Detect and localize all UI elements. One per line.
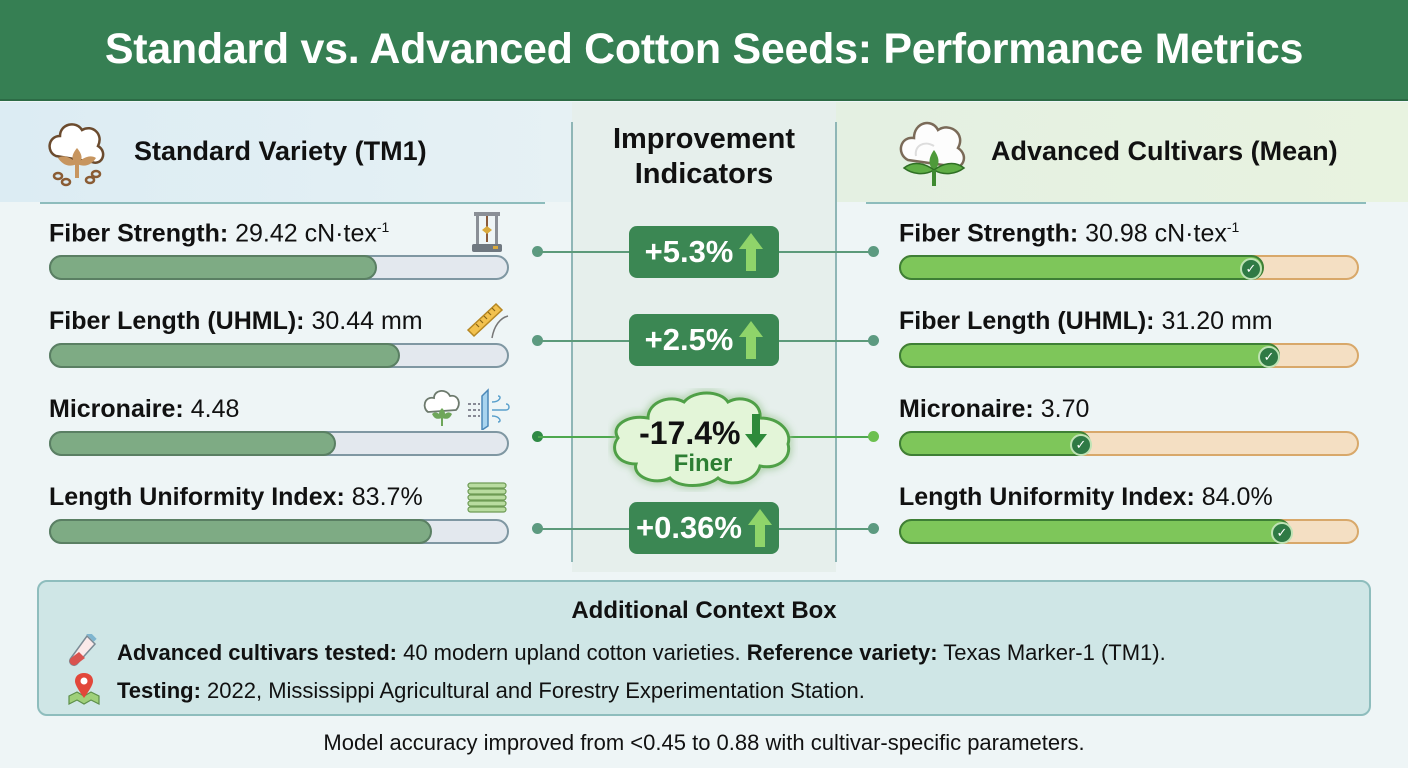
connector-dot bbox=[868, 523, 879, 534]
standard-length-bar bbox=[49, 343, 509, 368]
metric-value: 29.42 cN·tex bbox=[235, 219, 377, 248]
ruler-fiber-icon bbox=[466, 300, 510, 345]
context-line-cultivars: Advanced cultivars tested: 40 modern upl… bbox=[117, 640, 1166, 666]
test-tube-icon bbox=[67, 630, 97, 673]
bar-fill bbox=[899, 343, 1280, 368]
advanced-micronaire-bar: ✓ bbox=[899, 431, 1359, 456]
micronaire-cloud-badge bbox=[613, 391, 791, 487]
advanced-heading: Advanced Cultivars (Mean) bbox=[991, 136, 1338, 166]
title-banner: Standard vs. Advanced Cotton Seeds: Perf… bbox=[0, 0, 1408, 101]
bar-fill bbox=[49, 431, 337, 456]
standard-metric-length: Fiber Length (UHML): 30.44 mm bbox=[49, 307, 423, 336]
connector-dot bbox=[532, 335, 543, 346]
metric-name: Fiber Strength: bbox=[899, 219, 1079, 248]
metric-name: Micronaire: bbox=[899, 395, 1034, 423]
advanced-length-bar: ✓ bbox=[899, 343, 1359, 368]
improvement-heading: Improvement Indicators bbox=[572, 122, 836, 192]
metric-unit-exponent: -1 bbox=[376, 219, 390, 235]
arrow-down-icon bbox=[744, 414, 767, 448]
bar-fill bbox=[899, 519, 1292, 544]
metric-value: 31.20 mm bbox=[1161, 307, 1273, 335]
metric-name: Fiber Length (UHML): bbox=[899, 307, 1155, 335]
improvement-heading-line1: Improvement bbox=[612, 123, 796, 155]
connector-dot bbox=[868, 246, 879, 257]
connector-dot bbox=[532, 523, 543, 534]
standard-metric-strength: Fiber Strength: 29.42 cN·tex-1 bbox=[49, 219, 389, 248]
improvement-value: -17.4% bbox=[639, 415, 741, 451]
context-text: Texas Marker-1 (TM1). bbox=[937, 640, 1166, 665]
micronaire-change: -17.4% Finer bbox=[608, 414, 798, 478]
arrow-up-icon bbox=[739, 233, 764, 271]
check-icon: ✓ bbox=[1258, 346, 1280, 368]
metric-value: 3.70 bbox=[1040, 395, 1090, 423]
metric-name: Fiber Strength: bbox=[49, 219, 229, 248]
standard-header-divider bbox=[40, 202, 545, 204]
metric-name: Length Uniformity Index: bbox=[49, 483, 345, 511]
metric-value: 4.48 bbox=[190, 395, 240, 423]
context-text: 40 modern upland cotton varieties. bbox=[396, 640, 747, 665]
context-title: Additional Context Box bbox=[571, 597, 837, 624]
cotton-airflow-icon bbox=[422, 386, 512, 435]
bar-fill bbox=[49, 519, 433, 544]
cotton-boll-green-icon bbox=[896, 116, 972, 199]
connector-dot bbox=[532, 246, 543, 257]
map-pin-icon bbox=[67, 672, 101, 711]
metric-value: 30.98 cN·tex bbox=[1085, 219, 1227, 248]
check-icon: ✓ bbox=[1271, 522, 1293, 544]
check-icon: ✓ bbox=[1070, 434, 1092, 456]
standard-strength-bar bbox=[49, 255, 509, 280]
arrow-up-icon bbox=[748, 509, 772, 547]
standard-micronaire-bar bbox=[49, 431, 509, 456]
check-icon: ✓ bbox=[1240, 258, 1262, 280]
standard-uniformity-bar bbox=[49, 519, 509, 544]
standard-metric-micronaire: Micronaire: 4.48 bbox=[49, 395, 239, 424]
context-label: Testing: bbox=[117, 678, 201, 703]
metric-name: Fiber Length (UHML): bbox=[49, 307, 305, 335]
context-box: Additional Context Box Advanced cultivar… bbox=[37, 580, 1371, 716]
improvement-value: +2.5% bbox=[644, 322, 734, 357]
bar-fill bbox=[899, 255, 1264, 280]
connector-dot bbox=[868, 431, 879, 442]
page-title: Standard vs. Advanced Cotton Seeds: Perf… bbox=[104, 25, 1304, 73]
improvement-heading-line2: Indicators bbox=[634, 158, 774, 190]
improvement-value: +0.36% bbox=[635, 510, 742, 545]
advanced-metric-strength: Fiber Strength: 30.98 cN·tex-1 bbox=[899, 219, 1239, 248]
connector-dot bbox=[532, 431, 543, 442]
context-text: 2022, Mississippi Agricultural and Fores… bbox=[200, 678, 865, 703]
cotton-boll-brown-icon bbox=[44, 118, 110, 195]
bar-fill bbox=[49, 343, 401, 368]
advanced-metric-uniformity: Length Uniformity Index: 84.0% bbox=[899, 483, 1273, 512]
fiber-bundle-icon bbox=[466, 481, 510, 520]
advanced-header-divider bbox=[866, 202, 1366, 204]
context-line-testing: Testing: 2022, Mississippi Agricultural … bbox=[117, 678, 865, 704]
metric-value: 84.0% bbox=[1201, 483, 1273, 511]
advanced-metric-length: Fiber Length (UHML): 31.20 mm bbox=[899, 307, 1273, 336]
tensile-tester-icon bbox=[470, 210, 504, 259]
connector-dot bbox=[868, 335, 879, 346]
bar-fill bbox=[899, 431, 1091, 456]
advanced-metric-micronaire: Micronaire: 3.70 bbox=[899, 395, 1089, 424]
footer-note: Model accuracy improved from <0.45 to 0.… bbox=[323, 730, 1085, 755]
standard-heading: Standard Variety (TM1) bbox=[134, 136, 427, 166]
improvement-badge-uniformity: +0.36% bbox=[629, 502, 779, 554]
metric-name: Length Uniformity Index: bbox=[899, 483, 1195, 511]
arrow-up-icon bbox=[739, 321, 764, 359]
metric-name: Micronaire: bbox=[49, 395, 184, 423]
bar-fill bbox=[49, 255, 378, 280]
metric-value: 30.44 mm bbox=[311, 307, 423, 335]
divider-left bbox=[571, 122, 573, 562]
improvement-note: Finer bbox=[673, 450, 733, 477]
improvement-badge-length: +2.5% bbox=[629, 314, 779, 366]
metric-unit-exponent: -1 bbox=[1226, 219, 1240, 235]
standard-metric-uniformity: Length Uniformity Index: 83.7% bbox=[49, 483, 423, 512]
advanced-uniformity-bar: ✓ bbox=[899, 519, 1359, 544]
context-label: Reference variety: bbox=[746, 640, 938, 665]
context-label: Advanced cultivars tested: bbox=[117, 640, 397, 665]
improvement-badge-strength: +5.3% bbox=[629, 226, 779, 278]
metric-value: 83.7% bbox=[351, 483, 423, 511]
improvement-value: +5.3% bbox=[644, 234, 734, 269]
divider-right bbox=[835, 122, 837, 562]
advanced-strength-bar: ✓ bbox=[899, 255, 1359, 280]
